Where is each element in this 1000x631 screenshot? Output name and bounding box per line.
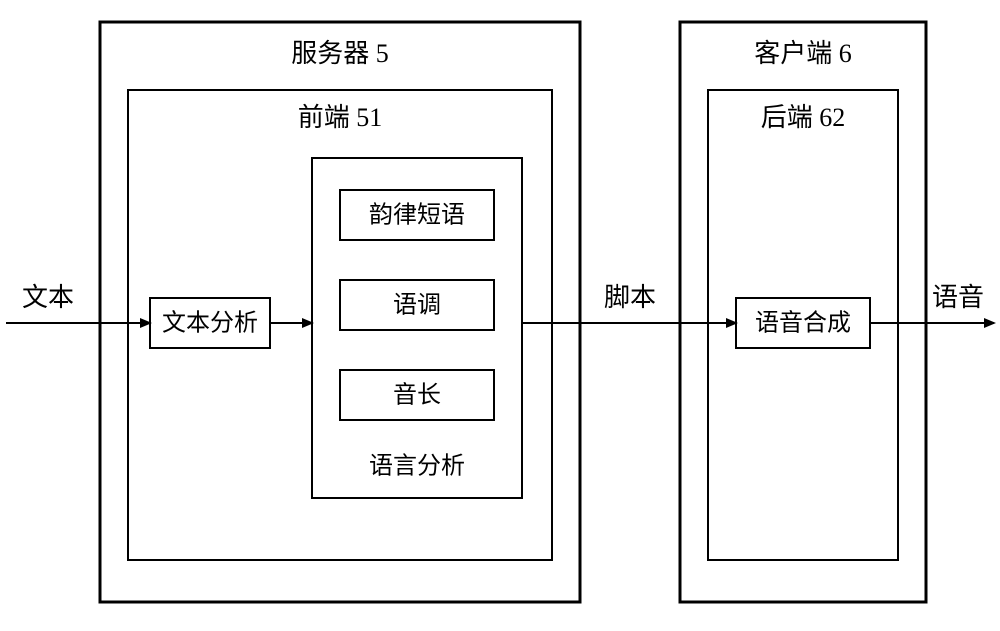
lang-item-1: 语调 xyxy=(340,280,494,330)
synth-label: 语音合成 xyxy=(755,310,851,337)
lang-item-0: 韵律短语 xyxy=(340,190,494,240)
lang-item-1-label: 语调 xyxy=(393,292,441,319)
client-title: 客户端 6 xyxy=(754,39,852,68)
flow-label-input: 文本 xyxy=(22,283,74,312)
lang-analysis-title: 语言分析 xyxy=(369,453,465,480)
flow-label-middle: 脚本 xyxy=(604,283,656,312)
lang-item-0-label: 韵律短语 xyxy=(369,202,465,229)
frontend-title: 前端 51 xyxy=(298,103,383,132)
lang-item-2: 音长 xyxy=(340,370,494,420)
server-title: 服务器 5 xyxy=(291,39,389,68)
lang-item-2-label: 音长 xyxy=(393,382,441,409)
flow-label-output: 语音 xyxy=(932,283,984,312)
text-analysis-label: 文本分析 xyxy=(162,310,258,337)
backend-title: 后端 62 xyxy=(761,103,846,132)
